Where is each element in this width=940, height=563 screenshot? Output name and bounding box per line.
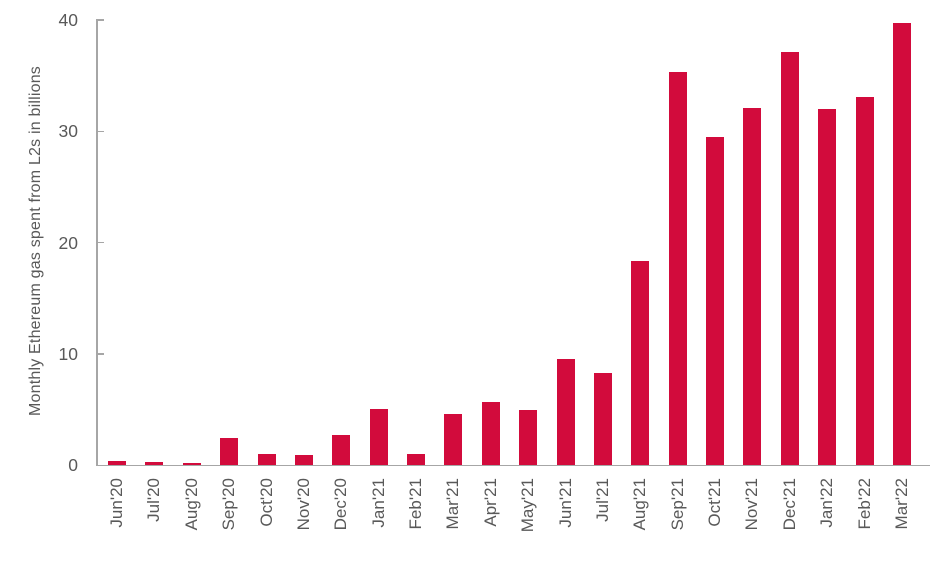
x-tick-label: May'21 bbox=[518, 478, 538, 533]
bar bbox=[780, 52, 799, 465]
bar bbox=[743, 107, 762, 465]
bar bbox=[706, 136, 725, 465]
y-tick-mark bbox=[97, 19, 104, 21]
bar bbox=[631, 261, 650, 465]
bar bbox=[182, 463, 201, 465]
bar bbox=[145, 462, 164, 465]
x-tick-label: Feb'22 bbox=[854, 478, 874, 530]
x-tick-label: Sep'21 bbox=[667, 478, 687, 531]
x-tick-label: Sep'20 bbox=[219, 478, 239, 531]
x-tick-label: Nov'20 bbox=[293, 478, 313, 531]
x-tick-label: Jul'21 bbox=[592, 478, 612, 522]
x-tick-label: Jun'20 bbox=[107, 478, 126, 528]
x-tick-label: Mar'21 bbox=[443, 478, 463, 530]
y-tick-label: 10 bbox=[58, 343, 78, 364]
y-tick-mark bbox=[97, 241, 104, 244]
x-tick-label: Oct'20 bbox=[256, 478, 276, 527]
bar bbox=[257, 453, 276, 465]
y-tick-mark bbox=[97, 130, 104, 132]
x-tick-label: Apr'21 bbox=[480, 478, 500, 527]
bar bbox=[444, 413, 463, 465]
bar bbox=[855, 96, 874, 465]
y-tick-label: 30 bbox=[58, 121, 78, 142]
bar bbox=[407, 453, 426, 465]
x-tick-label: Feb'21 bbox=[406, 478, 426, 530]
bar bbox=[818, 109, 837, 465]
bar bbox=[481, 401, 500, 465]
x-tick-label: Oct'21 bbox=[705, 478, 725, 527]
x-tick-label: Jul'20 bbox=[144, 478, 164, 522]
bar bbox=[220, 438, 239, 465]
x-tick-label: Aug'20 bbox=[181, 478, 201, 531]
x-axis-line bbox=[96, 464, 930, 467]
bar bbox=[332, 434, 351, 465]
bar bbox=[593, 372, 612, 465]
x-tick-label: Mar'22 bbox=[891, 478, 911, 530]
bar bbox=[294, 454, 313, 465]
x-tick-label: Dec'21 bbox=[779, 478, 799, 531]
x-tick-label: Jan'22 bbox=[817, 478, 837, 528]
bar bbox=[556, 359, 575, 465]
x-tick-label: Jan'21 bbox=[368, 478, 388, 528]
bar bbox=[892, 23, 911, 465]
y-tick-label: 0 bbox=[68, 455, 78, 475]
x-tick-label: Aug'21 bbox=[630, 478, 650, 531]
bar bbox=[519, 410, 538, 465]
y-axis-line bbox=[96, 19, 98, 466]
bar bbox=[668, 72, 687, 465]
y-tick-label: 20 bbox=[58, 232, 78, 253]
x-tick-label: Dec'20 bbox=[331, 478, 351, 531]
x-tick-label: Jun'21 bbox=[555, 478, 575, 528]
bar bbox=[108, 460, 126, 465]
y-tick-mark bbox=[97, 353, 104, 355]
x-tick-label: Nov'21 bbox=[742, 478, 762, 531]
y-tick-label: 40 bbox=[58, 10, 78, 30]
bar bbox=[369, 409, 388, 465]
